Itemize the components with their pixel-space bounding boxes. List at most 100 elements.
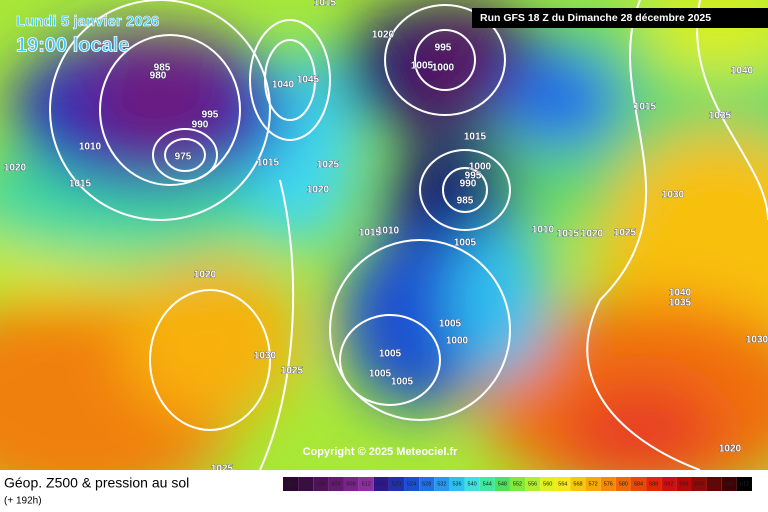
legend-swatch [313, 477, 329, 491]
legend-swatch [434, 477, 450, 491]
isobar-label: 1020 [719, 444, 742, 455]
isobar-label: 1000 [432, 63, 455, 74]
legend-swatch [283, 477, 299, 491]
isobar-label: 1000 [469, 162, 492, 173]
legend-swatch [570, 477, 586, 491]
isobar-label: 975 [175, 152, 192, 163]
legend-swatch [615, 477, 631, 491]
legend-swatch [298, 477, 314, 491]
legend-label: 544 [483, 481, 492, 487]
isobar-label: 1005 [411, 61, 434, 72]
isobar-label: 1010 [377, 226, 400, 237]
legend-label: 512 [362, 481, 371, 487]
isobar-label: 1020 [307, 185, 330, 196]
isobar-label: 1015 [557, 229, 580, 240]
legend-swatch [540, 477, 556, 491]
isobar-label: 1015 [314, 0, 337, 9]
isobar-label: 1005 [439, 319, 462, 330]
legend-label: 536 [452, 481, 461, 487]
legend-label: 580 [619, 481, 628, 487]
isobar-label: 1005 [369, 369, 392, 380]
legend-swatch [404, 477, 420, 491]
legend-swatch [419, 477, 435, 491]
isobar-label: 1005 [391, 377, 414, 388]
footer-lead: (+ 192h) [4, 496, 42, 507]
isobar-label: 1015 [257, 158, 280, 169]
isobar-label: 1025 [211, 464, 234, 475]
isobar-label: 985 [154, 63, 171, 74]
legend-label: 524 [407, 481, 416, 487]
legend-label: 584 [634, 481, 643, 487]
legend-swatch [525, 477, 541, 491]
legend-label: 520 [392, 481, 401, 487]
isobar-label: 985 [457, 196, 474, 207]
isobar-label: 1015 [634, 102, 657, 113]
legend-label: 604 [710, 481, 719, 487]
isobar-label: 980 [150, 71, 167, 82]
legend-label: 564 [558, 481, 567, 487]
isobar-label: 1025 [317, 160, 340, 171]
legend-label: 492 [286, 481, 295, 487]
legend-label: 608 [725, 481, 734, 487]
isobar-label: 1030 [254, 351, 277, 362]
legend-swatch [464, 477, 480, 491]
legend-label: 508 [346, 481, 355, 487]
legend-label: 600 [694, 481, 703, 487]
legend-swatch [676, 477, 692, 491]
isobar-label: 1000 [446, 336, 469, 347]
legend-swatch [509, 477, 526, 491]
legend-swatch [691, 477, 707, 491]
isobar-label: 1015 [359, 228, 382, 239]
isobar-label: 1010 [79, 142, 102, 153]
legend-swatch [373, 477, 389, 491]
isobar-label: 995 [202, 110, 219, 121]
legend-label: 532 [437, 481, 446, 487]
legend-label: 592 [664, 481, 673, 487]
legend-label: 568 [573, 481, 582, 487]
legend-swatch [328, 477, 344, 491]
isobar-label: 1040 [272, 80, 295, 91]
legend-swatch [736, 477, 752, 491]
copyright: Copyright © 2025 Meteociel.fr [303, 446, 459, 458]
isobar-label: 1035 [669, 298, 692, 309]
legend-swatch [494, 477, 510, 491]
legend-swatch [706, 477, 722, 491]
isobar-label: 1020 [194, 270, 217, 281]
isobar-label: 1015 [69, 179, 92, 190]
legend-label: 552 [513, 481, 522, 487]
legend-swatch [630, 477, 647, 491]
legend-label: 556 [528, 481, 537, 487]
legend-label: 528 [422, 481, 431, 487]
legend-swatch [661, 477, 677, 491]
legend-label: 612 [740, 481, 749, 487]
legend: 492 496 500 504 508 512 516 520 524 528 532 536 540 5… [283, 477, 752, 491]
isobar-label: 1020 [581, 229, 604, 240]
isobar-label: 1005 [379, 349, 402, 360]
run-info: Run GFS 18 Z du Dimanche 28 décembre 202… [480, 12, 711, 24]
legend-label: 516 [377, 481, 386, 487]
legend-label: 496 [301, 481, 310, 487]
legend-label: 500 [316, 481, 325, 487]
isobar-label: 1010 [532, 225, 555, 236]
isobar-label: 1030 [746, 335, 768, 346]
isobar-label: 1040 [731, 66, 754, 77]
date: Lundi 5 janvier 2026 [16, 13, 159, 30]
isobar-label: 990 [192, 120, 209, 131]
run-box [472, 8, 768, 28]
isobars-lines [49, 0, 768, 470]
time: 19:00 locale [16, 34, 129, 56]
legend-swatch [721, 477, 737, 491]
isobar-label: 1025 [281, 366, 304, 377]
isobar-label: 1015 [464, 132, 487, 143]
legend-swatch [358, 477, 374, 491]
isobar-label: 1040 [669, 288, 692, 299]
isobar-label: 1020 [4, 163, 27, 174]
legend-swatch [600, 477, 616, 491]
isobar-label: 1020 [372, 30, 395, 41]
isobar-label: 1005 [454, 238, 477, 249]
legend-swatch [646, 477, 662, 491]
isobar-label: 1035 [709, 111, 732, 122]
